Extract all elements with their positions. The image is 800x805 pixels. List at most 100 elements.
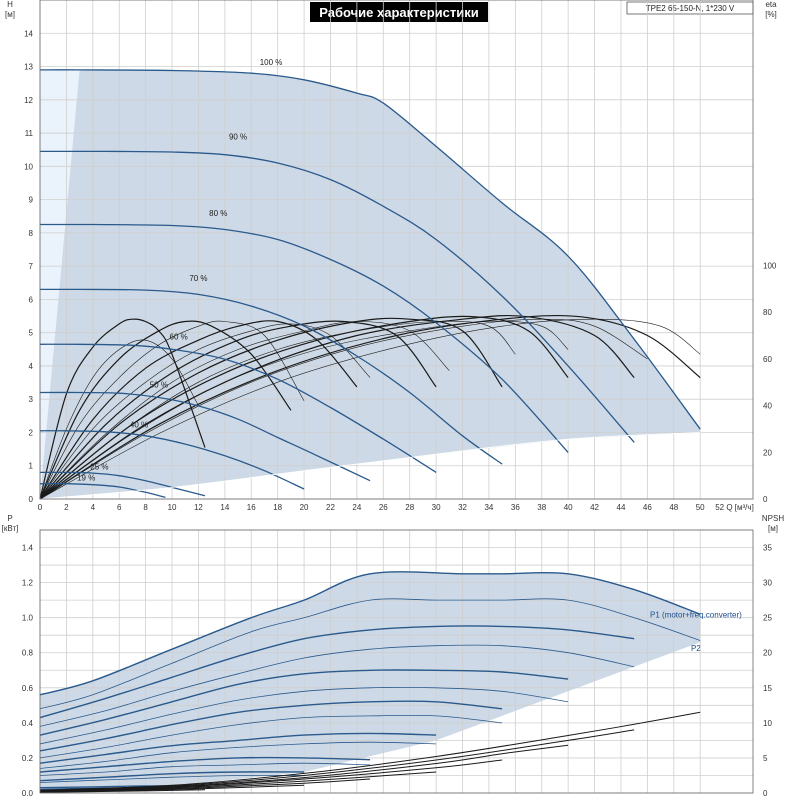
y-tick-label: 1.2	[22, 579, 34, 588]
p1-power-curve	[39, 669, 569, 736]
efficiency-curve	[39, 314, 635, 500]
x-tick-label: 2	[64, 503, 69, 512]
head-curve-label: 100 %	[260, 58, 283, 67]
y2-axis-label: eta	[765, 0, 777, 9]
x-tick-label: 30	[432, 503, 441, 512]
head-curve	[39, 482, 166, 498]
title-box: Рабочие характеристики	[310, 2, 488, 22]
y2-axis-label: NPSH	[762, 514, 784, 523]
x-tick-label: 16	[247, 503, 256, 512]
x-tick-label: 40	[564, 503, 573, 512]
y-tick-label: 0.4	[22, 719, 34, 728]
head-curve	[39, 69, 701, 430]
y2-tick-label: 0	[763, 789, 768, 798]
head-curve-label: 80 %	[209, 209, 227, 218]
y2-axis-unit: [м]	[768, 524, 778, 533]
head-curve	[39, 430, 305, 490]
p1-power-curve	[39, 700, 503, 752]
y-tick-label: 8	[29, 229, 34, 238]
p2-power-curve	[39, 762, 371, 776]
p2-power-curve	[39, 686, 569, 745]
y-tick-label: 9	[29, 196, 34, 205]
efficiency-curve	[39, 320, 358, 500]
x-tick-label: 44	[617, 503, 626, 512]
top-efficiency-curves	[39, 314, 701, 500]
y-tick-label: 0.0	[22, 789, 34, 798]
min-speed-line	[39, 432, 701, 500]
y2-tick-label: 20	[763, 448, 772, 457]
bottom-plot-frame	[39, 529, 754, 794]
x-tick-label: 14	[220, 503, 229, 512]
y2-tick-label: 80	[763, 308, 772, 317]
y2-tick-label: 15	[763, 684, 772, 693]
y-tick-label: 6	[29, 295, 34, 304]
top-head-curves: 100 % 90 % 80 % 70 % 60 % 50 % 40 % 25 % 19 %	[39, 58, 701, 500]
y-tick-label: 1.4	[22, 544, 34, 553]
bottom-npsh-curves	[39, 711, 701, 793]
x-tick-label: 8	[143, 503, 148, 512]
x-tick-label: 32	[458, 503, 467, 512]
x-tick-label: 18	[273, 503, 282, 512]
y-tick-label: 10	[24, 162, 33, 171]
y-tick-label: 3	[29, 395, 34, 404]
npsh-curve	[39, 711, 701, 791]
efficiency-curve	[39, 317, 503, 500]
head-curve-label: 70 %	[189, 274, 207, 283]
npsh-curve	[39, 744, 569, 792]
y2-tick-label: 30	[763, 579, 772, 588]
p2-power-curve	[39, 644, 635, 727]
y2-tick-label: 40	[763, 402, 772, 411]
p2-power-curve	[39, 714, 503, 759]
y-axis-label: P	[7, 514, 12, 523]
efficiency-curve	[39, 320, 305, 500]
x-tick-label: 6	[117, 503, 122, 512]
x-tick-label: 0	[38, 503, 43, 512]
x-tick-label: 48	[669, 503, 678, 512]
y-tick-label: 12	[24, 96, 33, 105]
model-label: TPE2 65-150-N, 1*230 V	[646, 4, 735, 13]
x-tick-label: 50	[696, 503, 705, 512]
chart-title: Рабочие характеристики	[319, 5, 479, 20]
y-tick-label: 2	[29, 428, 34, 437]
y-axis-unit: [кВт]	[2, 524, 19, 533]
x-tick-label: 38	[537, 503, 546, 512]
y2-tick-label: 100	[763, 261, 777, 270]
x-tick-label: 24	[352, 503, 361, 512]
x-tick-label: 20	[300, 503, 309, 512]
x-tick-label: 46	[643, 503, 652, 512]
npsh-curve	[39, 784, 305, 793]
y2-tick-label: 35	[763, 544, 772, 553]
head-curve	[39, 391, 371, 482]
head-curve-label: 40 %	[130, 420, 148, 429]
x-tick-label: 4	[91, 503, 96, 512]
bottom-axes: 0.00.20.40.60.81.01.21.405101520253035P[…	[2, 514, 785, 798]
y-tick-label: 1	[29, 462, 34, 471]
y-tick-label: 0.6	[22, 684, 34, 693]
y-tick-label: 0.2	[22, 754, 34, 763]
p1-power-curve	[39, 756, 371, 773]
efficiency-curve	[39, 318, 701, 500]
top-plot-frame	[39, 0, 754, 500]
efficiency-curve	[39, 315, 569, 500]
y2-tick-label: 10	[763, 719, 772, 728]
model-box: TPE2 65-150-N, 1*230 V	[626, 1, 754, 15]
head-curve-label: 50 %	[150, 381, 168, 390]
y2-tick-label: 20	[763, 649, 772, 658]
npsh-curve	[39, 729, 635, 791]
power-curve-annotation: P1 (motor+freq.converter)	[650, 611, 742, 620]
p1-power-curve	[39, 571, 701, 696]
x-tick-label: 36	[511, 503, 520, 512]
head-curve	[39, 288, 503, 465]
x-tick-label: 12	[194, 503, 203, 512]
npsh-curve	[39, 789, 206, 793]
y-axis-unit: [м]	[5, 10, 15, 19]
p2-power-curve	[39, 741, 437, 769]
y2-tick-label: 60	[763, 355, 772, 364]
y-tick-label: 0	[29, 495, 34, 504]
y2-tick-label: 25	[763, 614, 772, 623]
x-tick-label: 22	[326, 503, 335, 512]
efficiency-curve	[39, 323, 371, 500]
